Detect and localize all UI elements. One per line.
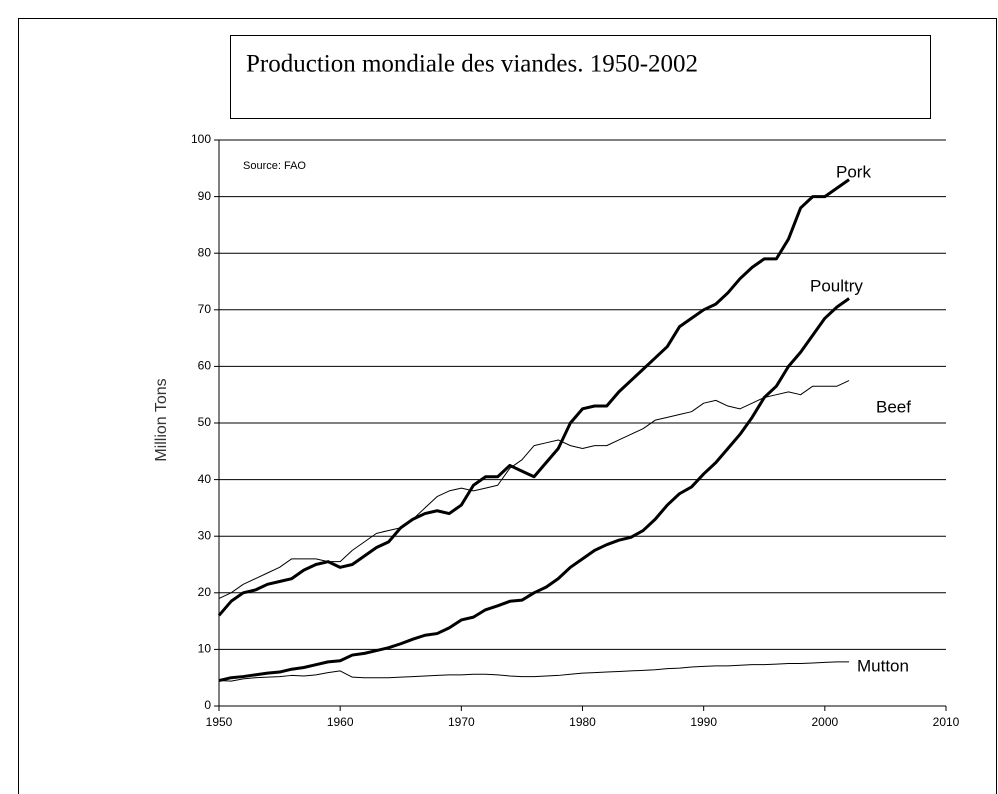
line-series bbox=[218, 380, 850, 599]
x-tick-label: 1950 bbox=[206, 715, 233, 729]
series-label: Pork bbox=[836, 162, 871, 181]
series-label: Poultry bbox=[810, 276, 863, 295]
y-tick-label: 30 bbox=[198, 528, 212, 542]
y-tick-label: 50 bbox=[198, 415, 212, 429]
y-axis-label: Million Tons bbox=[153, 378, 170, 461]
y-tick-label: 40 bbox=[198, 472, 212, 486]
y-tick-label: 100 bbox=[191, 132, 211, 146]
x-tick-label: 1990 bbox=[690, 715, 717, 729]
y-tick-label: 20 bbox=[198, 585, 212, 599]
y-tick-label: 90 bbox=[198, 189, 212, 203]
x-tick-label: 1980 bbox=[569, 715, 596, 729]
frame bbox=[18, 18, 997, 794]
series-label: Beef bbox=[876, 397, 911, 416]
annotation: Source: FAO bbox=[243, 160, 306, 172]
chart-title: Production mondiale des viandes. 1950-20… bbox=[246, 51, 698, 78]
x-tick-label: 1970 bbox=[448, 715, 475, 729]
line-series bbox=[217, 178, 850, 617]
series-label: Mutton bbox=[857, 656, 909, 675]
x-tick-label: 2010 bbox=[933, 715, 960, 729]
x-tick-label: 2000 bbox=[811, 715, 838, 729]
x-tick-label: 1960 bbox=[327, 715, 354, 729]
y-tick-label: 80 bbox=[198, 245, 212, 259]
y-tick-label: 0 bbox=[204, 698, 211, 712]
title-box bbox=[230, 35, 931, 119]
y-tick-label: 10 bbox=[198, 642, 212, 656]
line-series bbox=[218, 297, 850, 682]
line-series bbox=[218, 661, 850, 682]
y-tick-label: 70 bbox=[198, 302, 212, 316]
y-tick-label: 60 bbox=[198, 359, 212, 373]
